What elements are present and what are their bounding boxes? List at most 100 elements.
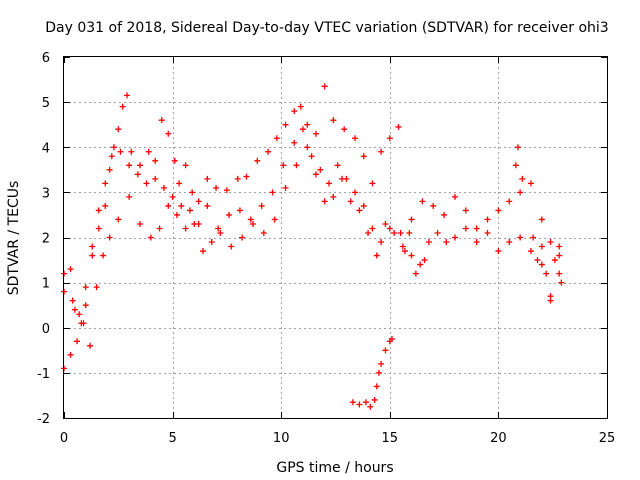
data-point — [119, 103, 126, 110]
data-point — [106, 166, 113, 173]
data-point — [417, 261, 424, 268]
series-upper-track — [61, 83, 402, 327]
data-point — [145, 148, 152, 155]
data-point — [369, 180, 376, 187]
data-point — [293, 162, 300, 169]
data-point — [495, 248, 502, 255]
data-point — [76, 311, 83, 318]
data-point — [402, 248, 409, 255]
data-point — [200, 248, 207, 255]
data-point — [171, 157, 178, 164]
data-point — [543, 270, 550, 277]
data-point — [169, 193, 176, 200]
data-point — [473, 225, 480, 232]
data-point — [451, 234, 458, 241]
data-point — [176, 180, 183, 187]
data-point — [291, 139, 298, 146]
data-point — [397, 229, 404, 236]
data-point — [223, 187, 230, 194]
data-point — [204, 202, 211, 209]
data-point — [191, 220, 198, 227]
y-tick-label: 6 — [42, 51, 50, 66]
data-point — [349, 399, 356, 406]
data-point — [419, 198, 426, 205]
data-point — [243, 173, 250, 180]
data-point — [74, 338, 81, 345]
data-point — [117, 148, 124, 155]
data-point — [236, 207, 243, 214]
data-point — [115, 216, 122, 223]
y-tick-label: 5 — [42, 96, 50, 111]
data-point — [408, 216, 415, 223]
data-point — [82, 284, 89, 291]
data-point — [126, 162, 133, 169]
data-point — [195, 198, 202, 205]
data-point — [182, 162, 189, 169]
data-point — [299, 126, 306, 133]
data-point — [395, 123, 402, 130]
data-point — [137, 162, 144, 169]
data-point — [334, 162, 341, 169]
data-point — [538, 243, 545, 250]
data-point — [399, 243, 406, 250]
data-point — [165, 202, 172, 209]
data-point — [321, 198, 328, 205]
y-tick-label: 2 — [42, 232, 50, 247]
data-point — [291, 108, 298, 115]
data-point — [517, 189, 524, 196]
data-point — [178, 202, 185, 209]
y-axis-ticks: -2 -1 0 1 2 3 4 5 6 — [37, 51, 607, 427]
data-point — [391, 229, 398, 236]
data-point — [421, 257, 428, 264]
data-point — [434, 229, 441, 236]
data-point — [321, 83, 328, 90]
data-point — [556, 252, 563, 259]
data-point — [556, 243, 563, 250]
data-points — [61, 83, 565, 410]
series-lower-track — [61, 144, 563, 372]
data-point — [462, 207, 469, 214]
data-point — [282, 184, 289, 191]
x-tick-label: 0 — [60, 431, 68, 446]
data-point — [308, 153, 315, 160]
data-point — [304, 121, 311, 128]
data-point — [325, 180, 332, 187]
y-tick-label: -2 — [37, 412, 50, 427]
data-point — [378, 148, 385, 155]
data-point — [102, 180, 109, 187]
data-point — [234, 175, 241, 182]
data-point — [360, 202, 367, 209]
x-tick-label: 25 — [599, 431, 616, 446]
data-point — [373, 252, 380, 259]
x-tick-label: 10 — [273, 431, 290, 446]
data-point — [87, 342, 94, 349]
data-point — [430, 202, 437, 209]
data-point — [514, 144, 521, 151]
data-point — [239, 234, 246, 241]
data-point — [534, 257, 541, 264]
data-point — [158, 117, 165, 124]
data-point — [228, 243, 235, 250]
data-point — [208, 239, 215, 246]
data-point — [95, 207, 102, 214]
y-tick-label: -1 — [37, 367, 50, 382]
data-point — [330, 193, 337, 200]
data-point — [217, 229, 224, 236]
data-point — [95, 225, 102, 232]
data-point — [495, 207, 502, 214]
data-point — [189, 189, 196, 196]
data-point — [373, 383, 380, 390]
data-point — [347, 198, 354, 205]
data-point — [93, 284, 100, 291]
data-point — [538, 261, 545, 268]
x-tick-label: 5 — [168, 431, 176, 446]
data-point — [530, 234, 537, 241]
data-point — [365, 229, 372, 236]
data-point — [341, 126, 348, 133]
y-tick-label: 1 — [42, 277, 50, 292]
data-point — [247, 216, 254, 223]
y-tick-label: 4 — [42, 141, 50, 156]
data-point — [226, 211, 233, 218]
data-point — [110, 144, 117, 151]
